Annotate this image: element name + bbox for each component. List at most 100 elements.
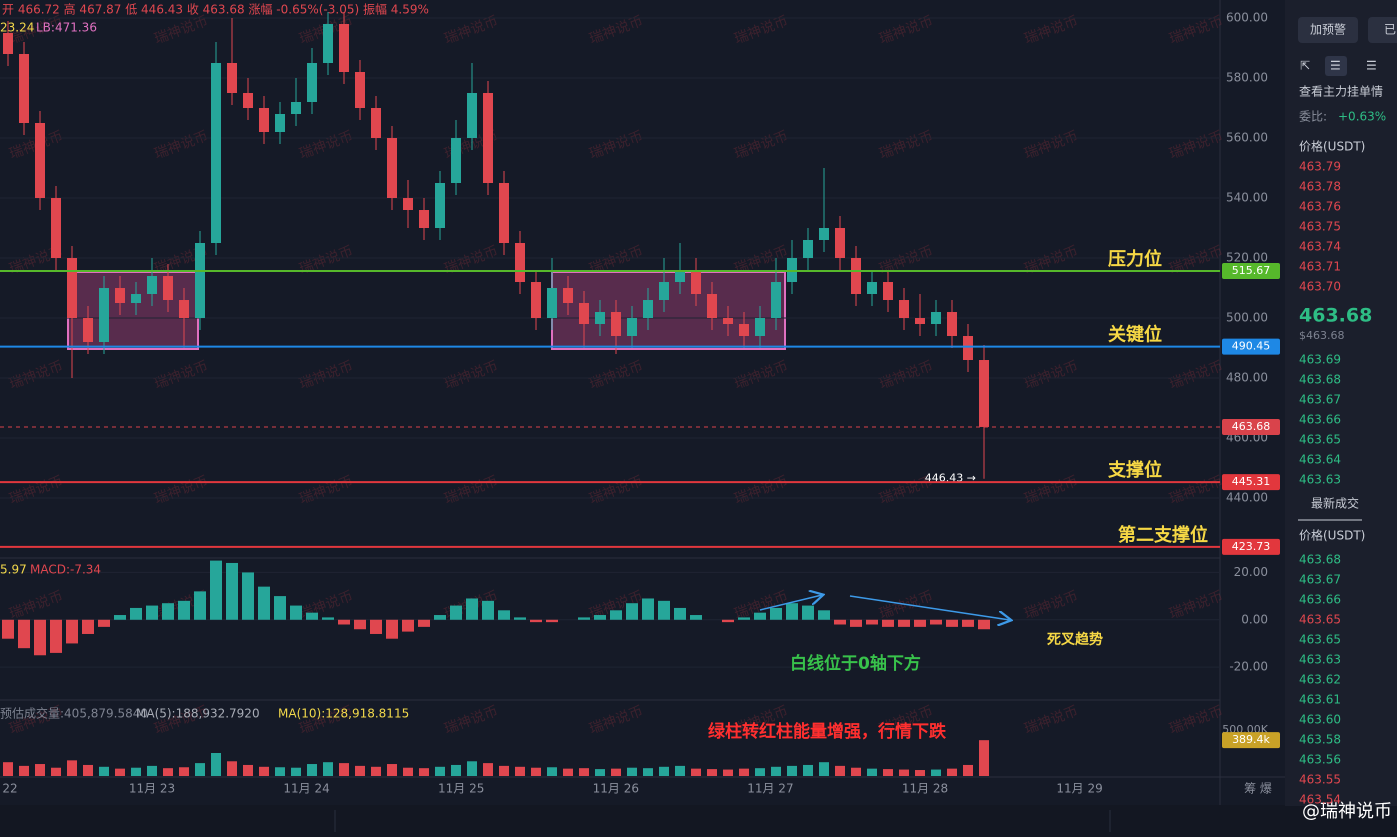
macd-bar [50, 619, 62, 653]
macd-bar [898, 619, 910, 627]
y-tick-label: 560.00 [1226, 131, 1268, 145]
bid-price: 463.64 [1299, 453, 1341, 467]
macd-bar [306, 612, 318, 620]
macd-bar [82, 619, 94, 634]
volume-ma10: MA(10):128,918.8115 [278, 707, 409, 721]
trade-price: 463.61 [1299, 693, 1341, 707]
macd-bar [770, 607, 782, 620]
icon[interactable]: ⇱ [1300, 59, 1310, 73]
candle-body [931, 312, 941, 325]
volume-bar [51, 767, 61, 776]
price-tag-text: 490.45 [1232, 340, 1271, 353]
candle-body [803, 240, 813, 259]
candle-body [867, 282, 877, 295]
volume-label: 预估成交量:405,879.5840 [0, 706, 148, 721]
alert-button[interactable] [1298, 17, 1358, 43]
last-price: 463.68 [1299, 305, 1372, 327]
candle-body [3, 33, 13, 55]
main-orders[interactable]: 查看主力挂单情 [1299, 85, 1383, 99]
volume-bar [835, 765, 845, 776]
volume-bar [323, 762, 333, 776]
bid-price: 463.63 [1299, 473, 1341, 487]
y-tick-label: 0.00 [1241, 612, 1268, 626]
volume-bar [275, 767, 285, 776]
macd-bar [802, 605, 814, 620]
price-header: 价格(USDT) [1299, 139, 1365, 154]
macd-bar [18, 619, 30, 649]
candle-body [883, 282, 893, 301]
macd-bar [722, 619, 734, 623]
candle-body [979, 360, 989, 427]
bid-price: 463.66 [1299, 413, 1341, 427]
volume-bar [547, 767, 557, 776]
trade-price: 463.63 [1299, 653, 1341, 667]
candle-body [963, 336, 973, 361]
bid-price: 463.67 [1299, 393, 1341, 407]
macd-bar [114, 615, 126, 620]
macd-bar [674, 607, 686, 620]
macd-bar [818, 610, 830, 620]
candle-body [275, 114, 285, 133]
macd-bar [850, 619, 862, 627]
volume-bar [195, 763, 205, 776]
trades-header: 价格(USDT) [1299, 528, 1365, 543]
volume-bar [115, 768, 125, 776]
volume-bar [579, 768, 589, 776]
price-tag-text: 463.68 [1232, 420, 1271, 433]
view-toggle[interactable] [1325, 56, 1347, 76]
price-tag [1222, 338, 1280, 355]
y-tick-label: -20.00 [1229, 660, 1268, 674]
volume-bar [371, 766, 381, 776]
candle-body [35, 123, 45, 199]
alert-text[interactable]: 已 [1384, 23, 1396, 37]
candle-body [195, 243, 205, 319]
volume-bar [787, 765, 797, 776]
macd-bar [738, 617, 750, 620]
macd-bar [290, 605, 302, 620]
ask-price: 463.70 [1299, 280, 1341, 294]
macd-bar [274, 596, 286, 620]
volume-bar [3, 762, 13, 776]
macd-bar [786, 603, 798, 620]
y-tick-label: 480.00 [1226, 371, 1268, 385]
y-tick-label: 20.00 [1234, 565, 1268, 579]
axis-corner: 筹 爆 [1244, 782, 1272, 796]
volume-bar [211, 752, 221, 776]
volume-bar [883, 769, 893, 776]
candle-body [19, 54, 29, 124]
trade-price: 463.65 [1299, 633, 1341, 647]
icon[interactable]: ☰ [1330, 59, 1341, 73]
macd-bar [162, 603, 174, 620]
alert-button[interactable] [1368, 17, 1397, 43]
icon[interactable]: ☰ [1366, 59, 1377, 73]
volume-ma5: MA(5):188,932.7920 [136, 707, 260, 721]
y-tick-label: 520.00 [1226, 251, 1268, 265]
ohlc-info: 开 466.72 高 467.87 低 446.43 收 463.68 涨幅 -… [2, 2, 429, 17]
candle-body [515, 243, 525, 283]
order-panel [1285, 0, 1397, 837]
x-tick-label: 11月 24 [283, 782, 329, 796]
volume-bar [147, 765, 157, 776]
volume-bar [723, 769, 733, 776]
trade-price: 463.67 [1299, 573, 1341, 587]
macd-bar [226, 562, 238, 620]
volume-tag [1222, 732, 1280, 749]
volume-bar [19, 765, 29, 776]
ask-price: 463.76 [1299, 200, 1341, 214]
bid-price: 463.65 [1299, 433, 1341, 447]
macd-bar [98, 619, 110, 627]
candle-body [339, 24, 349, 73]
macd-bar [450, 605, 462, 620]
trades-title[interactable]: 最新成交 [1311, 496, 1359, 511]
candle-body [947, 312, 957, 337]
volume-bar [899, 769, 909, 776]
candle-body [499, 183, 509, 244]
volume-bar [627, 767, 637, 776]
boll-lower: LB:471.36 [36, 21, 97, 35]
candle-body [723, 318, 733, 325]
macd-bar [626, 603, 638, 620]
macd-bar [482, 600, 494, 620]
trade-price: 463.54 [1299, 793, 1341, 807]
alert-text[interactable]: 加预警 [1310, 22, 1346, 37]
